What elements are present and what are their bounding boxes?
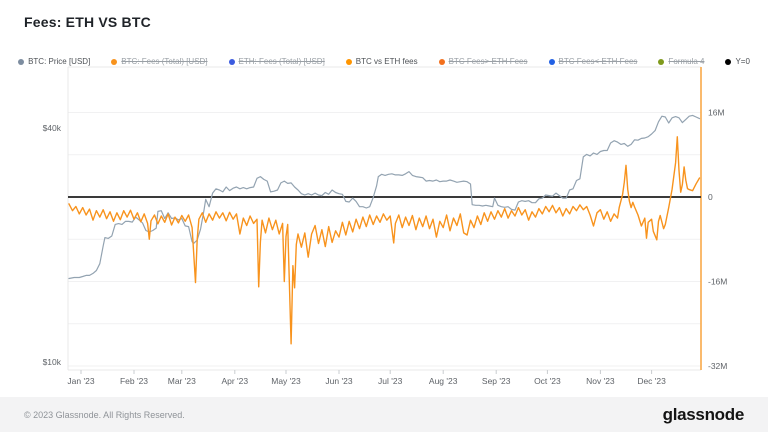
x-tick-label: Sep '23 [482,376,511,386]
x-tick-label: Jul '23 [378,376,403,386]
legend-item-4[interactable]: BTC Fees> ETH Fees [438,57,528,66]
legend-item-6[interactable]: Formula 4 [658,57,704,66]
legend-item-3[interactable]: BTC vs ETH fees [345,57,418,66]
legend-dot-icon [228,58,235,65]
page-title: Fees: ETH VS BTC [24,14,151,30]
legend-dot-icon [18,58,25,65]
legend-item-label: BTC Fees> ETH Fees [448,57,528,66]
series-line-1 [68,136,701,345]
plot-area[interactable] [68,67,701,370]
series-group [68,114,701,345]
legend-item-label: BTC: Fees (Total) [USD] [121,57,208,66]
x-tick-label: May '23 [271,376,301,386]
right-tick-label: -32M [708,361,727,371]
left-tick-label: $40k [43,123,62,133]
x-tick-label: Mar '23 [168,376,196,386]
chart-legend: BTC: Price [USD] BTC: Fees (Total) [USD] E… [0,57,768,66]
footer-bar: © 2023 Glassnode. All Rights Reserved. g… [0,397,768,432]
x-tick-label: Jun '23 [325,376,352,386]
legend-dot-icon [658,58,665,65]
legend-item-label: BTC Fees< ETH Fees [558,57,638,66]
legend-item-5[interactable]: BTC Fees< ETH Fees [548,57,638,66]
legend-dot-icon [345,58,352,65]
legend-dot-icon [438,58,445,65]
x-tick-label: Aug '23 [429,376,458,386]
legend-dot-icon [111,58,118,65]
x-tick-label: Apr '23 [221,376,248,386]
right-tick-label: 0 [708,192,713,202]
legend-dot-icon [725,58,732,65]
legend-item-1[interactable]: BTC: Fees (Total) [USD] [111,57,208,66]
legend-item-2[interactable]: ETH: Fees (Total) [USD] [228,57,325,66]
legend-item-label: ETH: Fees (Total) [USD] [238,57,325,66]
gridlines [68,112,701,367]
right-axis: 16M 0 -16M -32M [708,108,727,372]
legend-item-0[interactable]: BTC: Price [USD] [18,57,90,66]
right-tick-label: -16M [708,277,727,287]
x-axis: Jan '23 Feb '23 Mar '23 Apr '23 May '23 Jun '… [67,370,666,386]
legend-item-label: BTC vs ETH fees [355,57,418,66]
right-tick-label: 16M [708,108,725,118]
left-axis: $40k $10k [43,123,62,367]
legend-item-label: BTC: Price [USD] [28,57,91,66]
legend-item-label: Formula 4 [668,57,705,66]
copyright-text: © 2023 Glassnode. All Rights Reserved. [24,409,185,420]
legend-item-7[interactable]: Y=0 [725,57,750,66]
x-tick-label: Feb '23 [120,376,148,386]
left-tick-label: $10k [43,357,62,367]
plot-border [67,66,702,371]
legend-dot-icon [548,58,555,65]
x-tick-label: Nov '23 [586,376,615,386]
x-tick-label: Oct '23 [534,376,561,386]
glassnode-logo: glassnode [662,404,745,424]
x-tick-label: Dec '23 [637,376,666,386]
legend-item-label: Y=0 [735,57,750,66]
x-tick-label: Jan '23 [67,376,94,386]
